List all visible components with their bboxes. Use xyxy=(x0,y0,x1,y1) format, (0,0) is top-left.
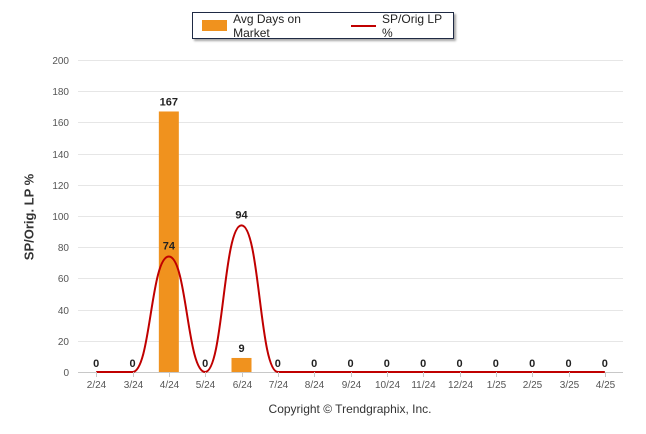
y-tick-label: 100 xyxy=(52,212,69,223)
legend-line-label: SP/Orig LP % xyxy=(382,11,442,40)
x-tick-label: 5/24 xyxy=(196,380,216,391)
y-axis-ticks: 0 20 40 60 80 100 120 140 160 180 200 xyxy=(52,56,69,379)
line-data-label: 94 xyxy=(235,209,248,221)
x-tick-label: 12/24 xyxy=(448,380,473,391)
y-tick-label: 40 xyxy=(58,306,70,317)
x-tick-label: 10/24 xyxy=(375,380,400,391)
y-tick-label: 160 xyxy=(52,118,69,129)
bar-data-label: 9 xyxy=(238,343,244,355)
bar-data-label: 0 xyxy=(456,358,462,370)
bar-data-label: 0 xyxy=(602,358,608,370)
x-tick-label: 6/24 xyxy=(233,380,253,391)
x-tick-label: 9/24 xyxy=(342,380,362,391)
bar-data-label: 0 xyxy=(129,358,135,370)
y-axis-title: SP/Orig. LP % xyxy=(21,173,37,261)
x-tick-label: 1/25 xyxy=(487,380,507,391)
y-tick-label: 120 xyxy=(52,181,69,192)
x-tick-label: 4/24 xyxy=(160,380,180,391)
bar-data-label: 167 xyxy=(160,96,178,108)
bar-series xyxy=(158,111,252,372)
y-tick-label: 180 xyxy=(52,87,69,98)
x-tick-label: 11/24 xyxy=(411,380,436,391)
legend-item-line[interactable]: SP/Orig LP % xyxy=(337,12,453,40)
legend-item-bar[interactable]: Avg Days on Market xyxy=(193,12,337,40)
y-tick-label: 80 xyxy=(58,243,70,254)
x-tick-label: 2/25 xyxy=(523,380,543,391)
y-tick-label: 140 xyxy=(52,150,69,161)
bar-data-label: 0 xyxy=(529,358,535,370)
x-tick-label: 7/24 xyxy=(269,380,289,391)
x-tick-label: 2/24 xyxy=(87,380,107,391)
bar-data-label: 0 xyxy=(420,358,426,370)
bar-data-label: 0 xyxy=(202,358,208,370)
data-labels: 0 0 167 0 9 0 0 0 0 0 0 0 0 0 0 74 94 xyxy=(93,96,608,370)
y-tick-label: 60 xyxy=(58,274,70,285)
x-tick-label: 4/25 xyxy=(596,380,616,391)
y-tick-label: 200 xyxy=(52,56,69,67)
legend-bar-swatch xyxy=(202,20,228,31)
y-tick-label: 20 xyxy=(58,337,70,348)
x-axis-ticks: 2/24 3/24 4/24 5/24 6/24 7/24 8/24 9/24 10/24 11/… xyxy=(87,372,616,391)
bar-data-label: 0 xyxy=(347,358,353,370)
bar xyxy=(231,357,252,372)
x-tick-label: 3/24 xyxy=(124,380,144,391)
x-tick-label: 8/24 xyxy=(305,380,325,391)
bar-data-label: 0 xyxy=(384,358,390,370)
copyright-text: Copyright © Trendgraphix, Inc. xyxy=(268,402,432,416)
bar-data-label: 0 xyxy=(565,358,571,370)
y-tick-label: 0 xyxy=(63,368,69,379)
legend-line-swatch xyxy=(351,24,377,27)
line-data-label: 74 xyxy=(163,241,176,253)
bar xyxy=(158,111,179,372)
legend: Avg Days on Market SP/Orig LP % xyxy=(192,12,454,40)
legend-bar-label: Avg Days on Market xyxy=(233,11,301,40)
bar-data-label: 0 xyxy=(311,358,317,370)
bar-data-label: 0 xyxy=(493,358,499,370)
bar-data-label: 0 xyxy=(275,358,281,370)
bar-data-label: 0 xyxy=(93,358,99,370)
x-tick-label: 3/25 xyxy=(560,380,580,391)
